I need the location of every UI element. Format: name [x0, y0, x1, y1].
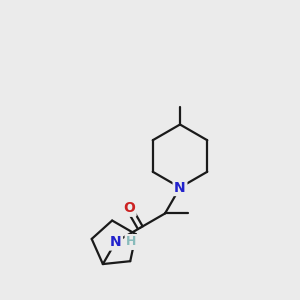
Text: N: N	[110, 235, 122, 249]
Text: H: H	[126, 236, 136, 248]
Text: N: N	[174, 181, 186, 194]
Text: O: O	[123, 201, 135, 215]
